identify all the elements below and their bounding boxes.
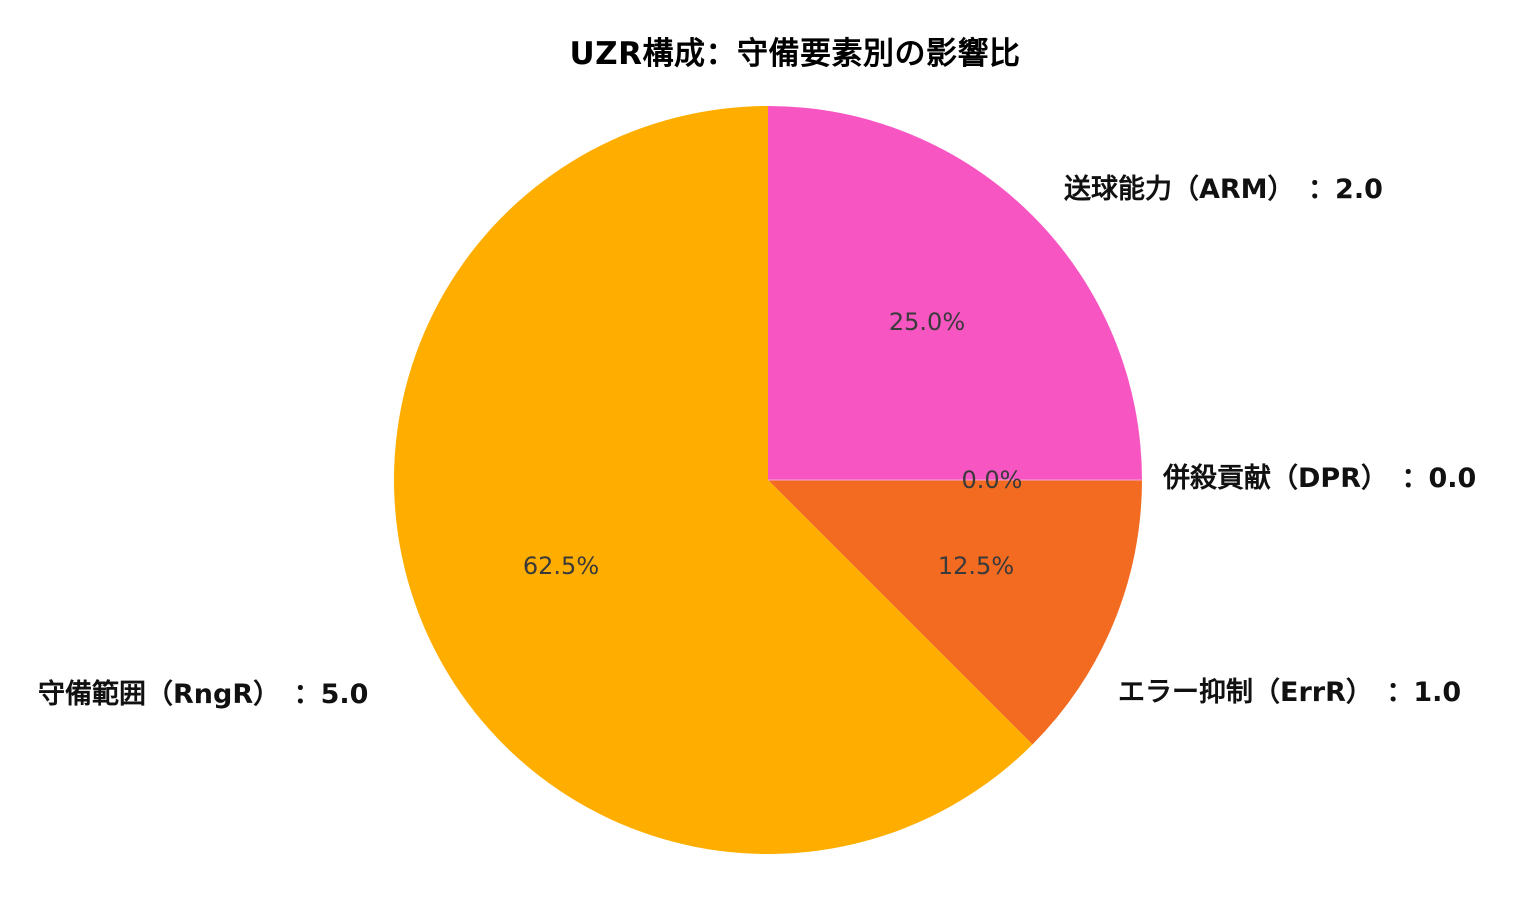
chart-title: UZR構成：守備要素別の影響比 [569,36,1021,72]
slice-rngr [394,106,1033,855]
pct-label-dpr: 0.0% [962,466,1023,494]
pct-label-errr: 12.5% [938,552,1014,580]
outer-label-rngr: 守備範囲（RngR） ：5.0 [38,679,369,710]
slice-errr [768,480,1142,745]
outer-label-dpr: 併殺貢献（DPR） ：0.0 [1163,463,1477,494]
slice-arm [768,106,1142,480]
pct-label-rngr: 62.5% [523,552,599,580]
outer-label-arm: 送球能力（ARM） ：2.0 [1064,174,1383,205]
pct-label-arm: 25.0% [889,308,965,336]
outer-label-errr: エラー抑制（ErrR） ：1.0 [1118,677,1462,708]
